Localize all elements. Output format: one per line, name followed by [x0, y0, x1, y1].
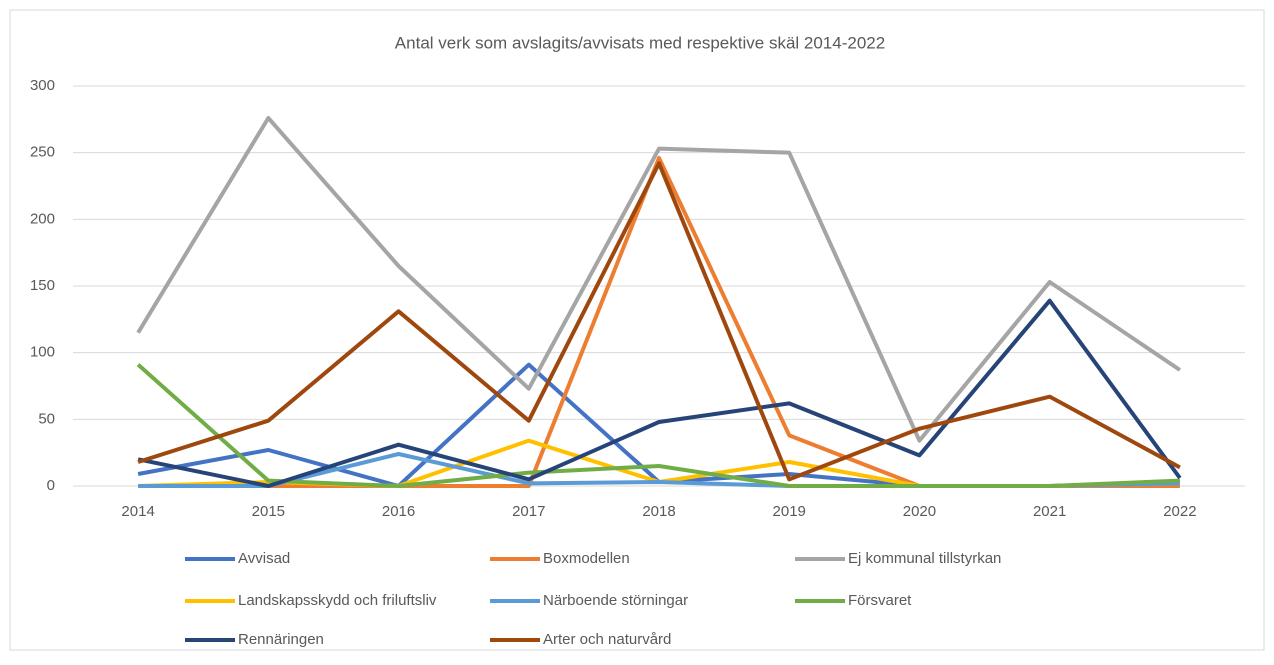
y-tick-label: 250 — [30, 144, 55, 161]
x-tick-label: 2018 — [642, 503, 675, 520]
x-tick-label: 2020 — [903, 503, 936, 520]
chart-border — [9, 9, 1265, 651]
x-tick-label: 2016 — [382, 503, 415, 520]
legend-label: Närboende störningar — [543, 592, 688, 609]
legend-label: Boxmodellen — [543, 550, 630, 567]
legend-label: Ej kommunal tillstyrkan — [848, 550, 1001, 567]
legend-label: Avvisad — [238, 550, 290, 567]
line-series — [136, 363, 1180, 488]
y-tick-label: 200 — [30, 210, 55, 227]
x-tick-label: 2014 — [121, 503, 154, 520]
legend-label: Rennäringen — [238, 631, 324, 648]
legend-label: Arter och naturvård — [543, 631, 671, 648]
x-tick-label: 2021 — [1033, 503, 1066, 520]
x-tick-label: 2015 — [252, 503, 285, 520]
y-tick-label: 50 — [38, 410, 55, 427]
y-tick-label: 150 — [30, 277, 55, 294]
chart-title: Antal verk som avslagits/avvisats med re… — [395, 33, 885, 52]
y-tick-label: 0 — [47, 477, 55, 494]
y-tick-label: 100 — [30, 344, 55, 361]
line-series — [136, 116, 1182, 443]
line-series — [137, 161, 1181, 482]
legend-label: Landskapsskydd och friluftsliv — [238, 592, 437, 609]
x-tick-label: 2022 — [1163, 503, 1196, 520]
x-tick-label: 2017 — [512, 503, 545, 520]
legend-label: Försvaret — [848, 592, 912, 609]
y-tick-label: 300 — [30, 77, 55, 94]
line-series — [137, 298, 1182, 488]
x-tick-label: 2019 — [773, 503, 806, 520]
